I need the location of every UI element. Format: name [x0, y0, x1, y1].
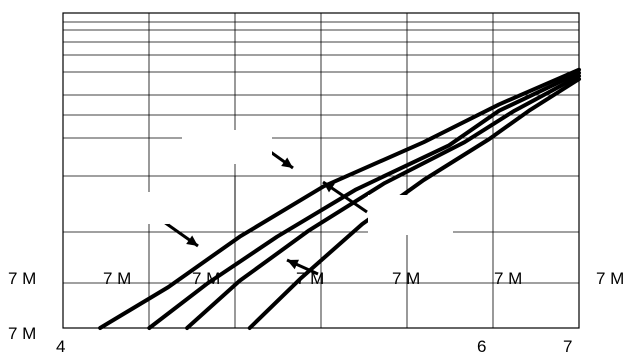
label-mask	[64, 192, 169, 224]
arrow-head	[287, 259, 299, 270]
series-line-3	[185, 74, 581, 330]
arrow-head	[186, 235, 198, 246]
series-layer	[98, 67, 581, 330]
series-line-2	[147, 70, 581, 330]
x-tick-label: 4	[56, 337, 65, 356]
in-plot-label: 7 M	[296, 269, 324, 288]
in-plot-label: 7 M	[192, 269, 220, 288]
in-plot-label: 7 M	[596, 269, 624, 288]
x-tick-label: 6	[477, 337, 486, 356]
x-tick-label: 7	[563, 337, 572, 356]
arrow-head	[323, 182, 335, 193]
in-plot-label: 7 M	[494, 269, 522, 288]
in-plot-label: 7 M	[392, 269, 420, 288]
label-mask	[368, 195, 453, 235]
arrow-head	[281, 157, 293, 168]
y-tick-label: 7 M	[8, 324, 36, 343]
in-plot-label: 7 M	[103, 269, 131, 288]
label-mask	[182, 130, 272, 164]
y-tick-label: 7 M	[8, 269, 36, 288]
plot-frame	[62, 12, 580, 329]
annotation-arrows	[163, 146, 368, 276]
series-line-4	[247, 77, 581, 330]
series-line-1	[98, 67, 581, 330]
